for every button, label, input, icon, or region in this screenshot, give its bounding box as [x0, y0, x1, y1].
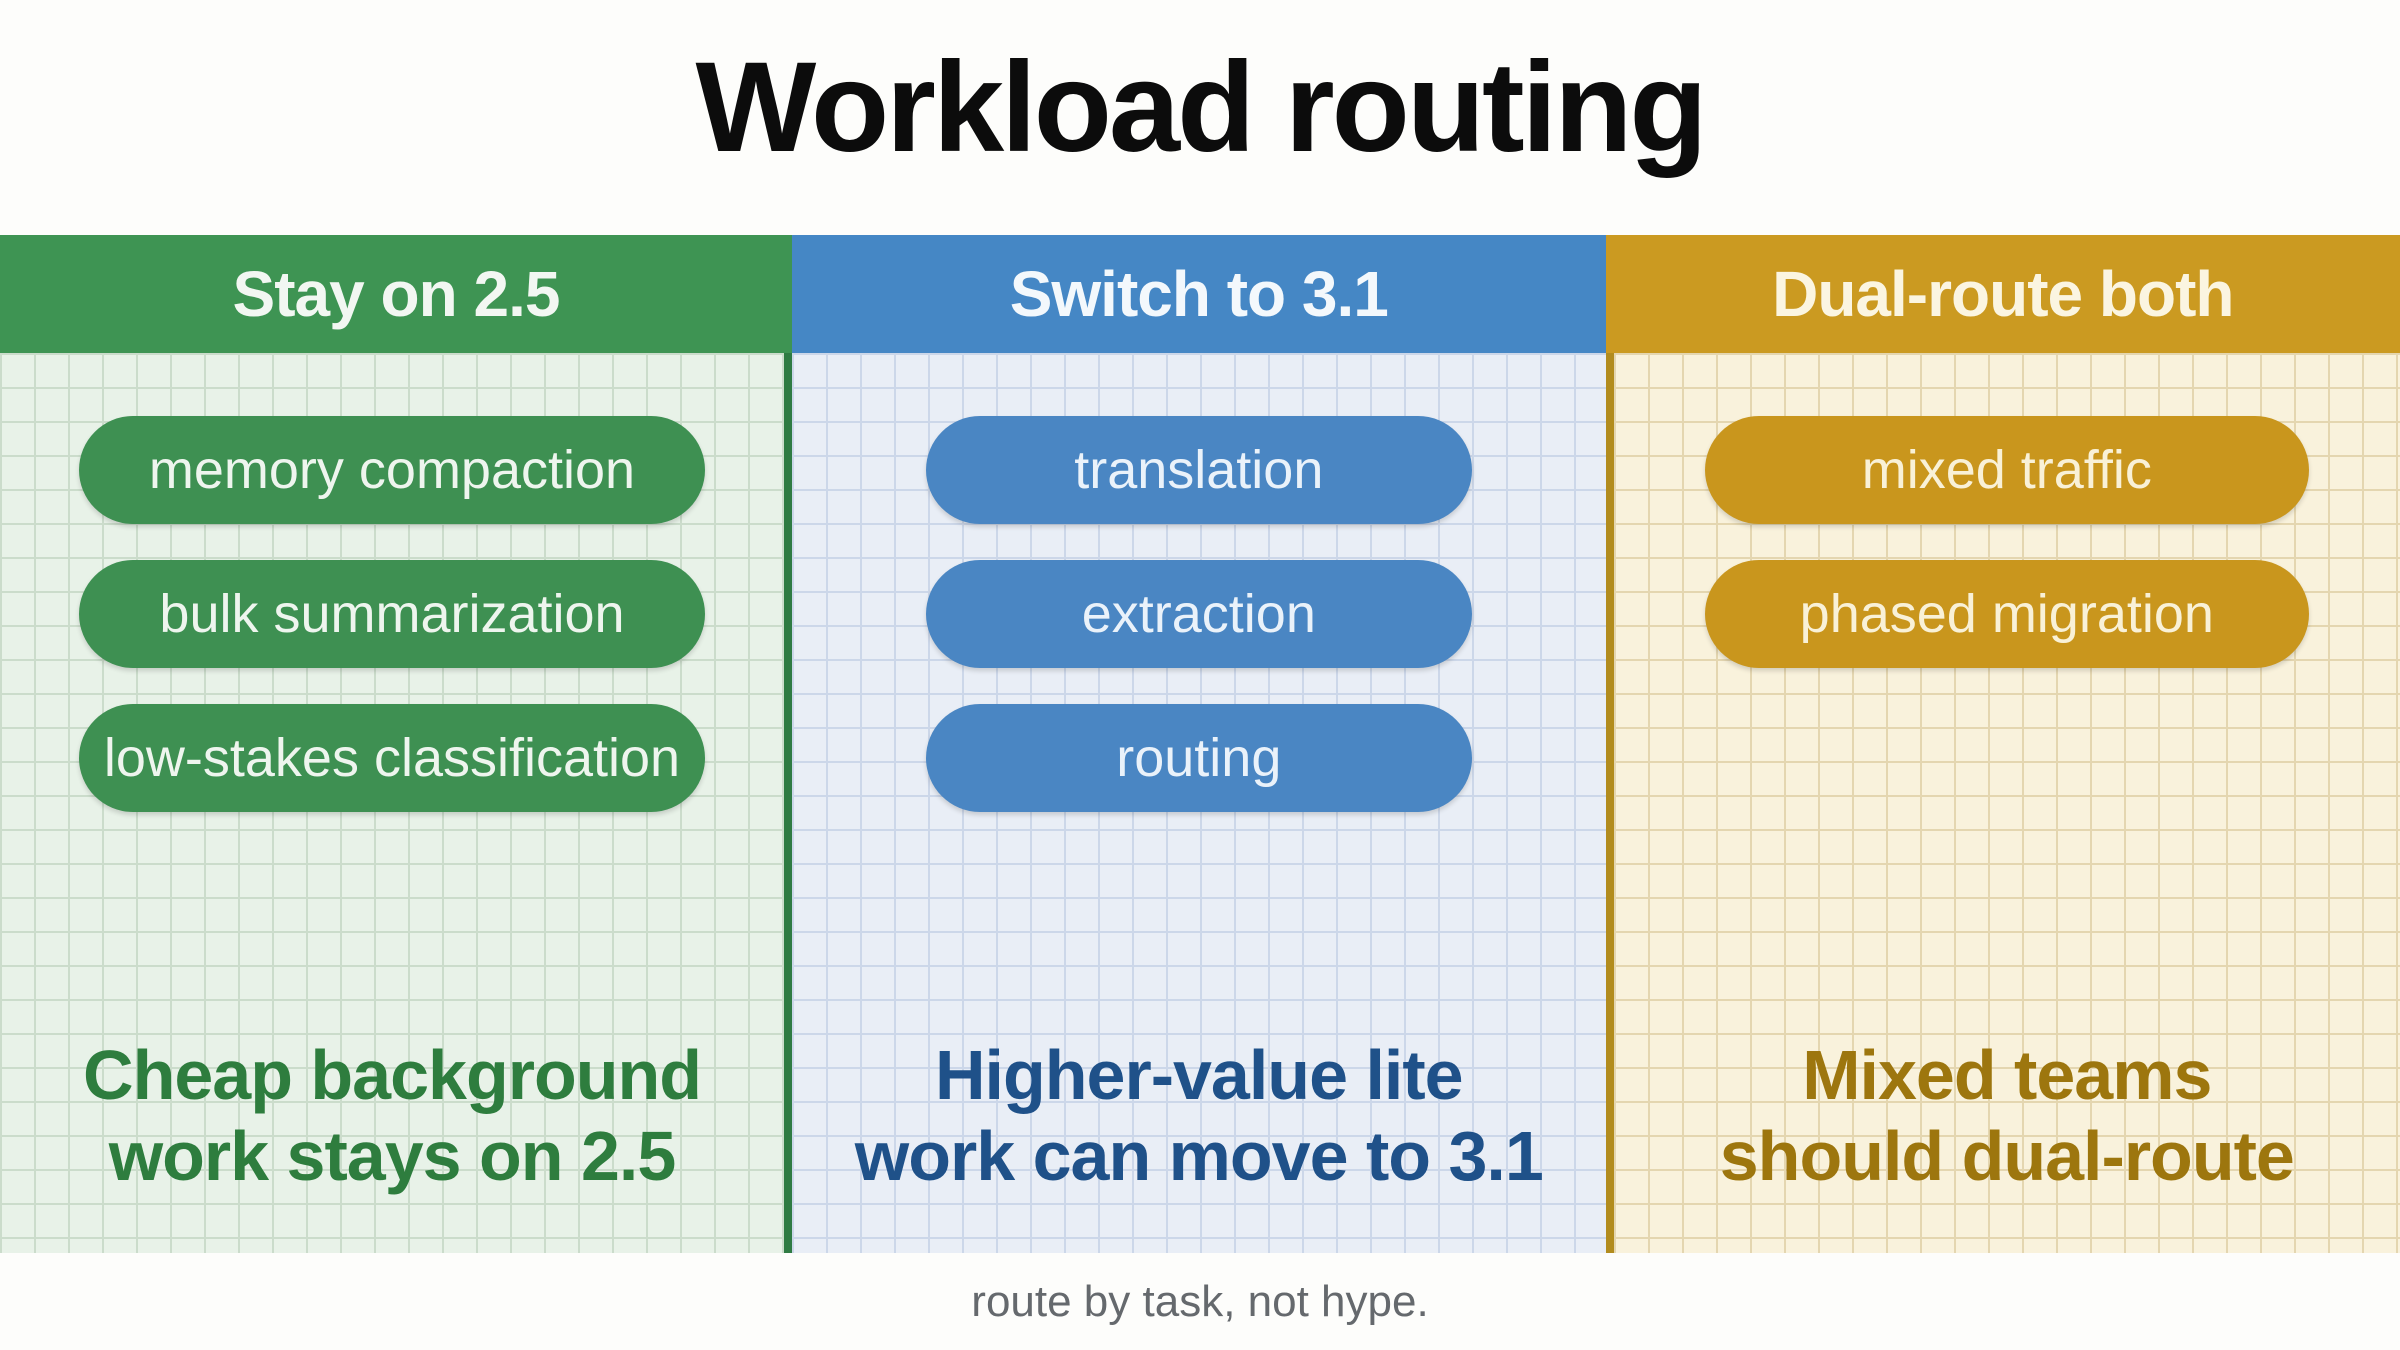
note-line: Cheap background	[83, 1035, 702, 1114]
routing-columns: Stay on 2.5 memory compaction bulk summa…	[0, 235, 2400, 1253]
column-note: Higher-value lite work can move to 3.1	[792, 1035, 1606, 1197]
note-line: work stays on 2.5	[108, 1116, 677, 1195]
pill-label: mixed traffic	[1861, 440, 2152, 500]
workload-pill: translation	[926, 416, 1472, 524]
workload-pill: routing	[926, 704, 1472, 812]
pill-label: translation	[1074, 440, 1324, 500]
column-switch-to-3-1: Switch to 3.1 translation extraction rou…	[792, 235, 1606, 1253]
column-header-stay: Stay on 2.5	[0, 235, 792, 353]
workload-pill: bulk summarization	[79, 560, 705, 668]
column-header-switch: Switch to 3.1	[792, 235, 1606, 353]
workload-pill: phased migration	[1704, 560, 2309, 668]
column-body-switch: translation extraction routing Higher-va…	[792, 353, 1606, 1253]
pill-label: phased migration	[1799, 584, 2214, 644]
column-dual-route-both: Dual-route both mixed traffic phased mig…	[1605, 235, 2400, 1253]
column-header-label: Switch to 3.1	[1009, 258, 1389, 330]
column-header-dual: Dual-route both	[1605, 235, 2400, 353]
column-body-dual: mixed traffic phased migration Mixed tea…	[1605, 353, 2400, 1253]
column-body-stay: memory compaction bulk summarization low…	[0, 353, 792, 1253]
column-stay-on-2-5: Stay on 2.5 memory compaction bulk summa…	[0, 235, 792, 1253]
workload-pill: memory compaction	[79, 416, 705, 524]
note-line: Mixed teams	[1802, 1035, 2212, 1114]
pill-label: routing	[1116, 728, 1282, 788]
pill-label: memory compaction	[148, 440, 636, 500]
column-note: Cheap background work stays on 2.5	[0, 1035, 784, 1197]
workload-pill: extraction	[926, 560, 1472, 668]
column-note: Mixed teams should dual-route	[1614, 1035, 2400, 1197]
workload-pill: mixed traffic	[1704, 416, 2309, 524]
pill-label: low-stakes classification	[103, 728, 681, 788]
note-line: should dual-route	[1719, 1116, 2295, 1195]
page-title: Workload routing	[695, 36, 1707, 179]
footer-caption: route by task, not hype.	[971, 1276, 1429, 1326]
note-line: work can move to 3.1	[854, 1116, 1544, 1195]
column-header-label: Dual-route both	[1772, 258, 2234, 330]
pill-label: bulk summarization	[159, 584, 625, 644]
column-header-label: Stay on 2.5	[232, 258, 561, 330]
footer: route by task, not hype.	[0, 1253, 2400, 1350]
pill-label: extraction	[1081, 584, 1316, 644]
workload-pill: low-stakes classification	[79, 704, 705, 812]
note-line: Higher-value lite	[935, 1035, 1464, 1114]
